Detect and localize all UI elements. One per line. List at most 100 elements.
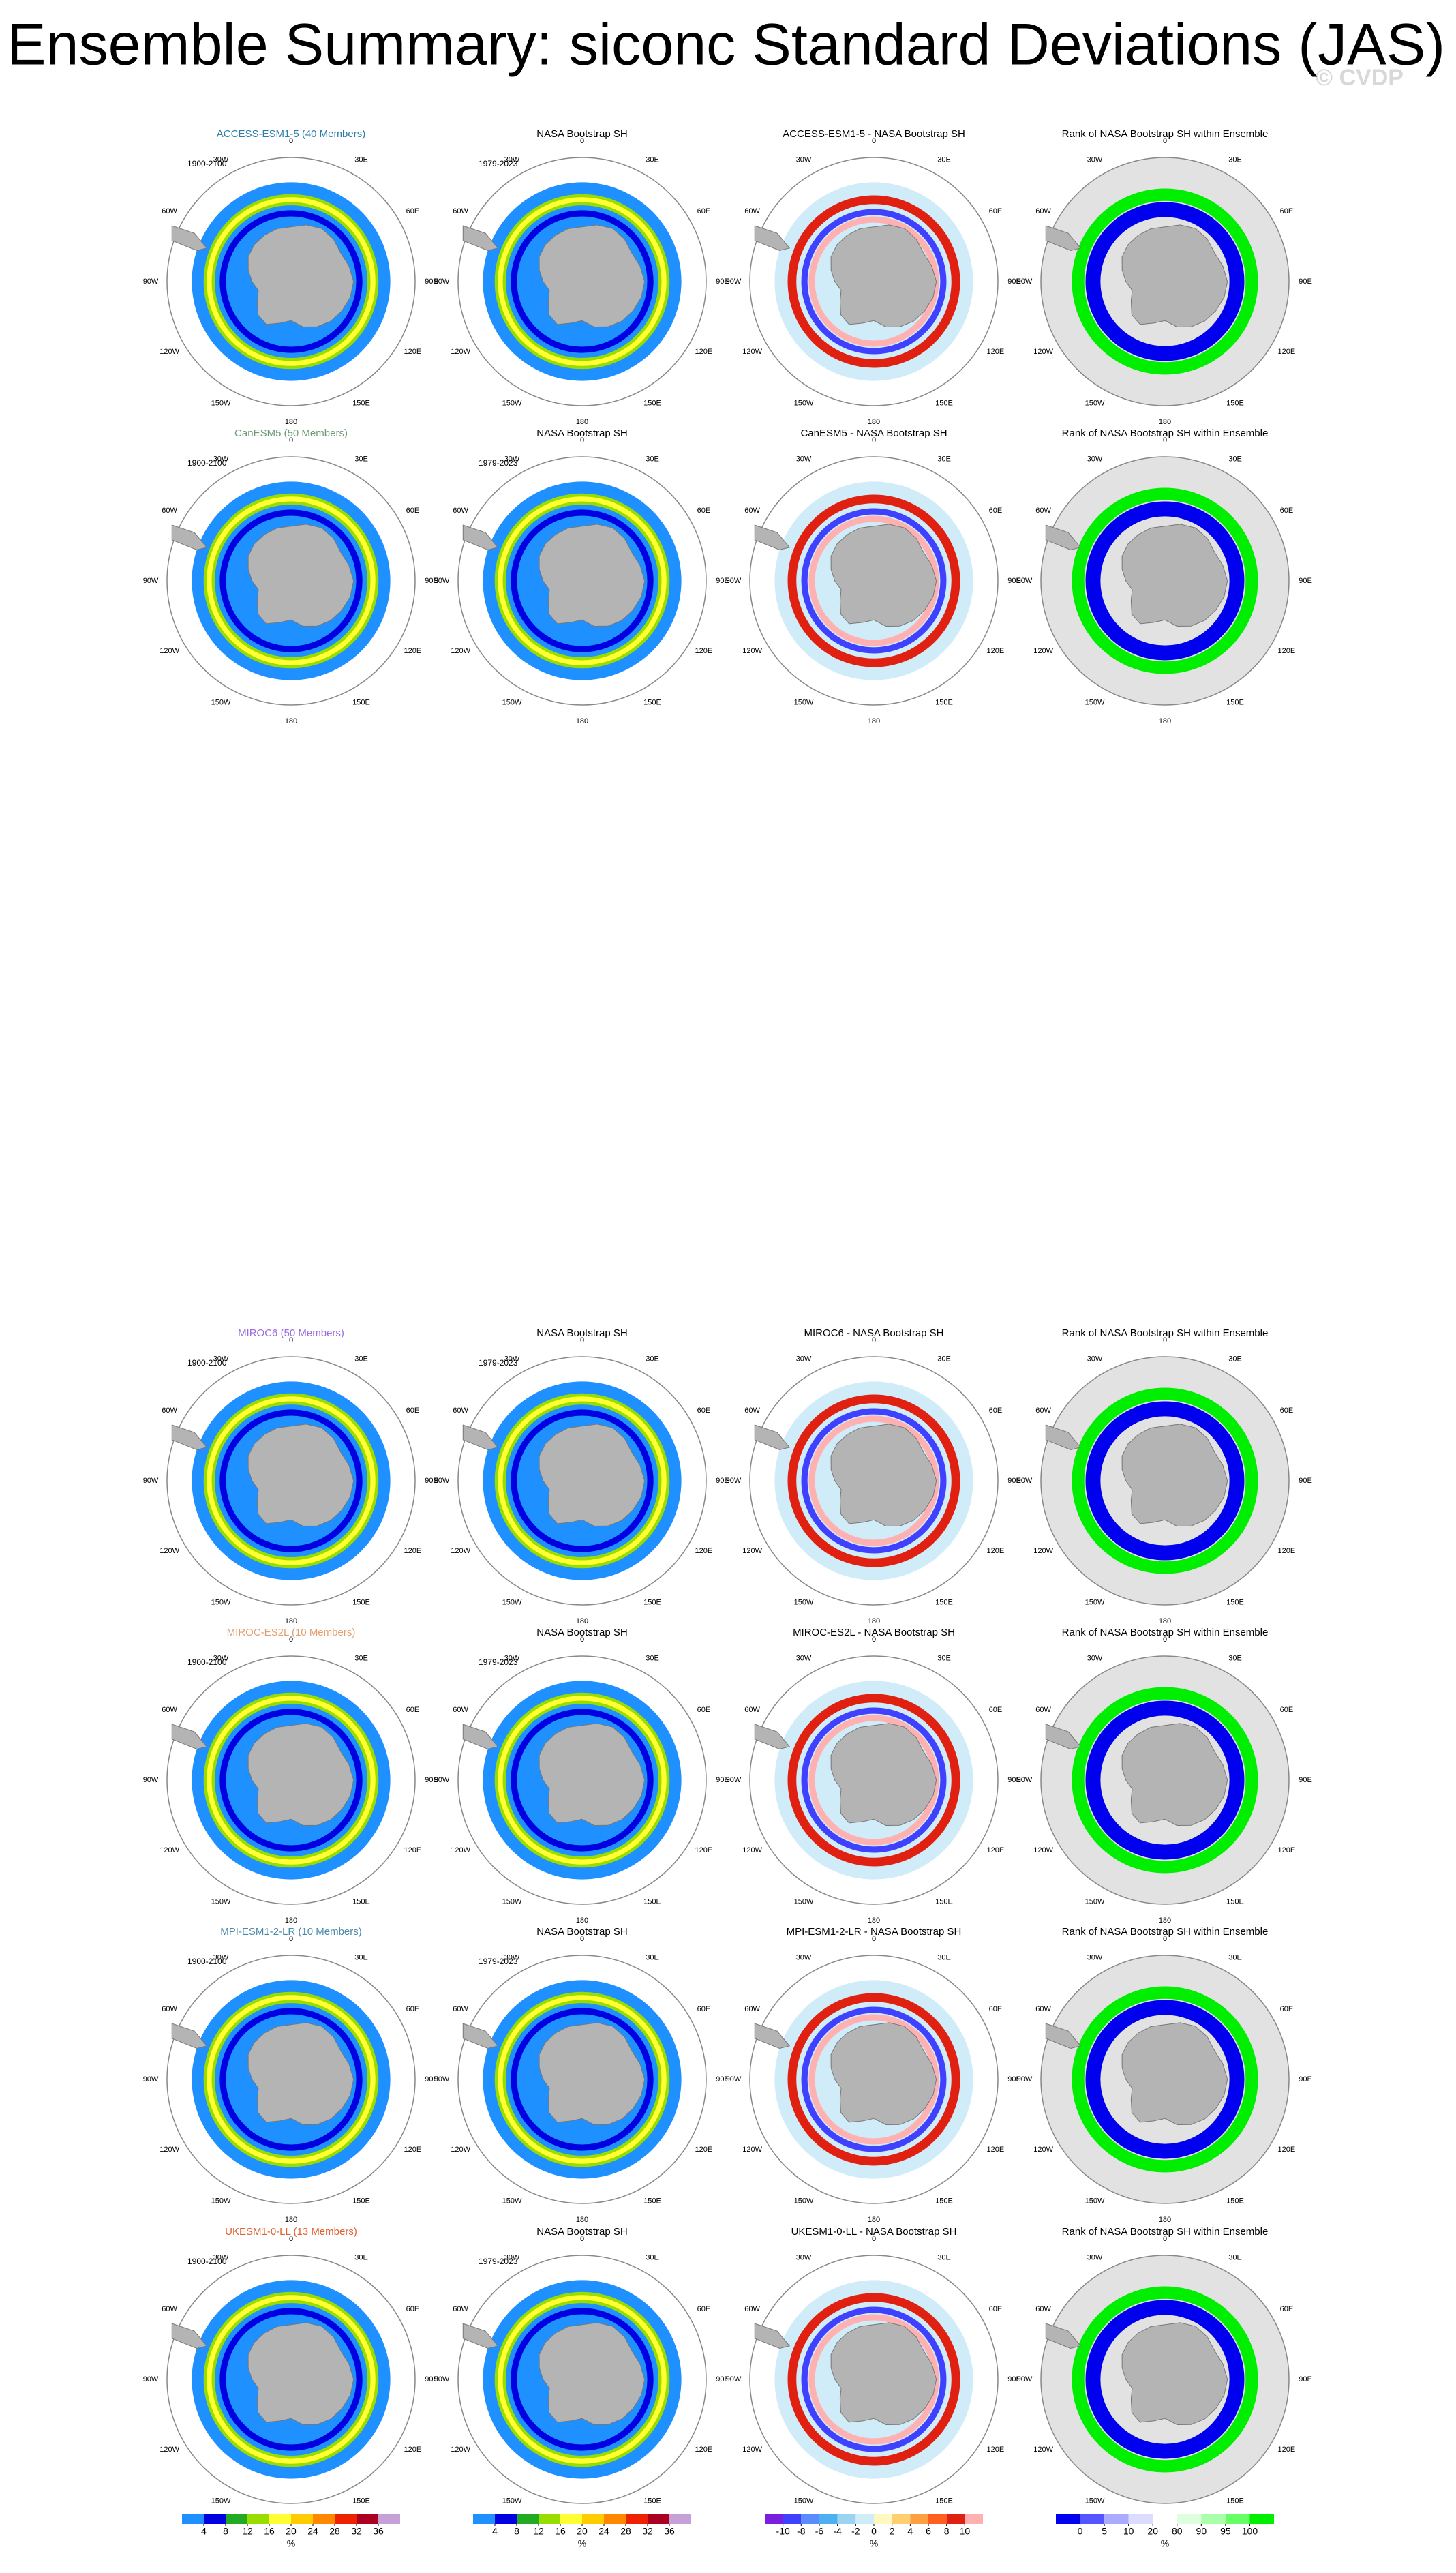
panel-title: ACCESS-ESM1-5 - NASA Bootstrap SH: [783, 128, 965, 140]
longitude-label: 60W: [162, 1406, 177, 1415]
panel-title: UKESM1-0-LL (13 Members): [225, 2226, 357, 2238]
longitude-label: 0: [289, 1636, 293, 1644]
longitude-label: 30W: [504, 1954, 520, 1962]
south-america: [1045, 524, 1082, 551]
ice-band: [498, 197, 667, 366]
period-label: 1900-2100: [187, 1657, 227, 1667]
longitude-label: 60E: [989, 2005, 1003, 2013]
longitude-label: 120E: [404, 1547, 422, 1555]
longitude-label: 150E: [935, 2497, 953, 2505]
colorbar-tick-label: 4: [492, 2526, 498, 2537]
ice-band: [801, 508, 947, 654]
longitude-label: 90W: [143, 1776, 159, 1784]
longitude-label: 120E: [695, 647, 713, 655]
longitude-label: 0: [1163, 1336, 1167, 1344]
longitude-label: 30W: [796, 156, 812, 164]
antarctica: [539, 2322, 646, 2426]
colorbar-tick-label: 28: [620, 2526, 631, 2537]
ice-band: [1085, 1700, 1245, 1860]
longitude-label: 60E: [1280, 507, 1294, 515]
antarctica: [247, 224, 354, 328]
longitude-label: 0: [289, 137, 293, 145]
antarctica: [247, 1424, 354, 1527]
longitude-label: 0: [872, 436, 876, 445]
colorbar: 4 8 12 16 20 24 28 32 36%: [182, 2514, 400, 2549]
longitude-label: 90E: [425, 277, 438, 286]
longitude-label: 120E: [987, 2146, 1005, 2154]
colorbar-tick-label: 8: [944, 2526, 950, 2537]
antarctica: [539, 1424, 646, 1527]
colorbar-box: [313, 2514, 335, 2524]
colorbar-tick-label: 16: [555, 2526, 566, 2537]
longitude-label: 30W: [1087, 1954, 1103, 1962]
longitude-label: 60W: [1035, 507, 1051, 515]
longitude-label: 90E: [1299, 2075, 1312, 2083]
panel-title: UKESM1-0-LL - NASA Bootstrap SH: [791, 2226, 957, 2238]
colorbar-tick-label: 20: [577, 2526, 588, 2537]
longitude-label: 150W: [502, 399, 522, 407]
longitude-label: 60W: [1035, 1706, 1051, 1714]
longitude-label: 90W: [726, 577, 742, 585]
panel-title: NASA Bootstrap SH: [536, 1627, 627, 1638]
longitude-label: 90E: [425, 1776, 438, 1784]
longitude-label: 0: [580, 1935, 584, 1943]
longitude-label: 30W: [504, 455, 520, 464]
panel-title: Rank of NASA Bootstrap SH within Ensembl…: [1062, 2226, 1269, 2238]
colorbar-box: [1056, 2514, 1080, 2524]
longitude-label: 180: [868, 2216, 880, 2224]
antarctica: [539, 2022, 646, 2126]
map-panel: NASA Bootstrap SH 1979-2023 0 30E 60E 90E 120E…: [434, 1926, 729, 2224]
colorbar-box: [783, 2514, 802, 2524]
longitude-label: 120W: [451, 348, 470, 356]
ice-band: [498, 1995, 667, 2164]
colorbar-box: [669, 2514, 691, 2524]
longitude-label: 90E: [716, 2375, 729, 2383]
longitude-label: 120W: [451, 2446, 470, 2454]
longitude-label: 120W: [742, 1846, 762, 1854]
colorbar-tick-label: 2: [890, 2526, 895, 2537]
longitude-label: 120W: [160, 2146, 179, 2154]
ice-band: [1085, 202, 1245, 361]
longitude-label: 90E: [716, 1477, 729, 1485]
antarctica: [1121, 2322, 1228, 2426]
longitude-label: 150W: [211, 399, 231, 407]
longitude-label: 90E: [1007, 1477, 1021, 1485]
colorbar-box: [626, 2514, 648, 2524]
map-panel: Rank of NASA Bootstrap SH within Ensembl…: [1017, 427, 1312, 725]
ice-band: [511, 1709, 654, 1852]
map-panel: NASA Bootstrap SH 1979-2023 0 30E 60E 90E 120E…: [434, 2226, 729, 2524]
antarctica: [1121, 224, 1228, 328]
longitude-label: 30W: [213, 2254, 229, 2262]
antarctica: [247, 524, 354, 627]
longitude-label: 60W: [162, 507, 177, 515]
map-panel: MIROC6 - NASA Bootstrap SH0 30E 60E 90E 120E…: [726, 1327, 1021, 1625]
longitude-label: 150E: [1226, 1598, 1244, 1606]
longitude-label: 0: [580, 2235, 584, 2243]
antarctica: [830, 1723, 937, 1826]
longitude-label: 60E: [697, 2305, 711, 2313]
longitude-label: 60E: [989, 2305, 1003, 2313]
longitude-label: 0: [872, 2235, 876, 2243]
map-panel: Rank of NASA Bootstrap SH within Ensembl…: [1017, 1627, 1312, 1925]
longitude-label: 0: [289, 436, 293, 445]
map-panel: UKESM1-0-LL (13 Members) 1900-2100 0 30E 60E…: [143, 2226, 438, 2524]
colorbar-tick-label: 20: [286, 2526, 297, 2537]
colorbar-box: [291, 2514, 313, 2524]
map-panel: Rank of NASA Bootstrap SH within Ensembl…: [1017, 128, 1312, 426]
longitude-label: 120W: [1033, 2446, 1053, 2454]
ice-band: [1085, 2300, 1245, 2459]
longitude-label: 60E: [989, 507, 1003, 515]
longitude-label: 120W: [742, 1547, 762, 1555]
panel-title: NASA Bootstrap SH: [536, 1926, 627, 1938]
figure-title: Ensemble Summary: siconc Standard Deviat…: [7, 12, 1445, 78]
longitude-label: 150E: [352, 698, 370, 706]
longitude-label: 120E: [1278, 1547, 1296, 1555]
colorbar-tick-label: 32: [351, 2526, 362, 2537]
longitude-label: 150E: [1226, 698, 1244, 706]
longitude-label: 90W: [1017, 1477, 1033, 1485]
longitude-label: 120E: [695, 1846, 713, 1854]
longitude-label: 30E: [937, 1655, 951, 1663]
longitude-label: 90W: [434, 2375, 450, 2383]
